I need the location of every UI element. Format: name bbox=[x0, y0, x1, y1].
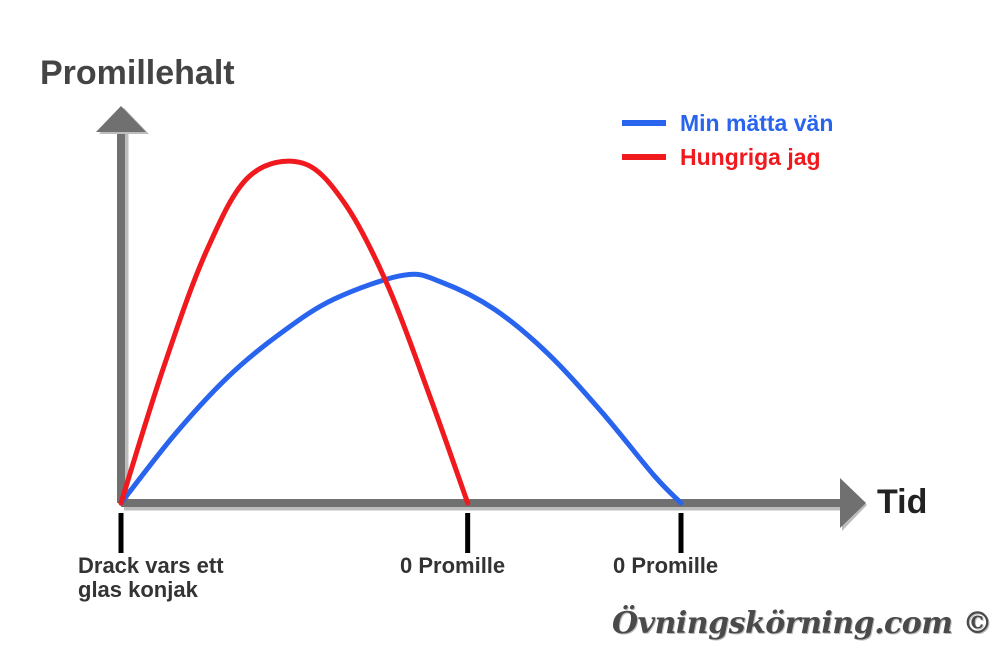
series-line-min-matta-van bbox=[118, 271, 684, 506]
x-tick-label-start: Drack vars ett glas konjak bbox=[78, 553, 224, 602]
x-axis-label: Tid bbox=[877, 483, 928, 521]
y-axis-arrow bbox=[96, 106, 146, 132]
series-line-hungriga-jag bbox=[118, 158, 471, 506]
axes bbox=[96, 106, 867, 553]
series-layer bbox=[118, 158, 684, 506]
y-axis-label: Promillehalt bbox=[40, 54, 235, 92]
watermark: Övningskörning.com © bbox=[612, 606, 992, 641]
legend-label-red: Hungriga jag bbox=[680, 143, 821, 170]
x-tick-label-blue-zero: 0 Promille bbox=[613, 553, 719, 578]
legend-label-blue: Min mätta vän bbox=[680, 109, 834, 136]
legend-item-blue: Min mätta vän bbox=[622, 108, 833, 138]
legend-item-red: Hungriga jag bbox=[622, 142, 821, 172]
legend-swatch-red bbox=[622, 154, 666, 160]
legend-swatch-blue bbox=[622, 120, 666, 126]
x-tick-label-red-zero: 0 Promille bbox=[400, 553, 506, 578]
x-axis-arrow bbox=[840, 478, 866, 528]
